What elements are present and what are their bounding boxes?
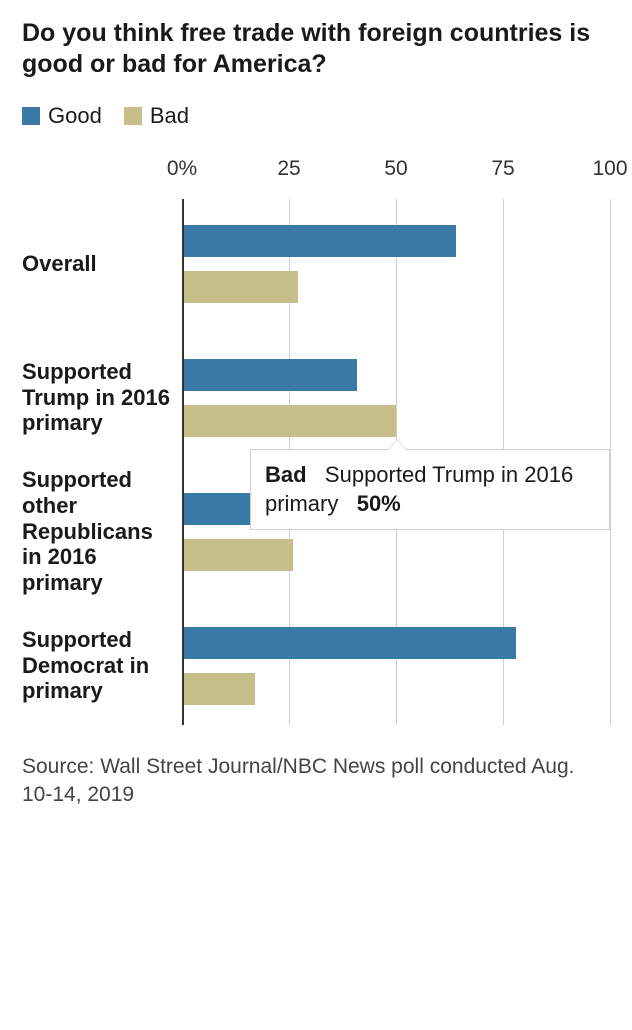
tooltip-group-label: Supported Trump in 2016 primary <box>265 462 573 517</box>
bar-good <box>182 627 516 659</box>
tooltip-pointer-icon <box>388 440 406 450</box>
legend-item-bad: Bad <box>124 103 189 129</box>
chart-title: Do you think free trade with foreign cou… <box>22 18 610 81</box>
legend-item-good: Good <box>22 103 102 129</box>
source-text: Source: Wall Street Journal/NBC News pol… <box>22 753 610 810</box>
x-tick-label: 100 <box>592 157 627 181</box>
group-label: Supported Trump in 2016 primary <box>22 359 182 437</box>
bar-good <box>182 225 456 257</box>
y-axis-line <box>182 199 184 725</box>
bar-bad <box>182 271 298 303</box>
bar-bad <box>182 673 255 705</box>
plot-area: Overall Supported Trump in 2016 primary Su… <box>22 157 610 725</box>
group-label: Supported other Republicans in 2016 prim… <box>22 493 182 571</box>
x-tick-label: 50 <box>384 157 407 181</box>
x-tick-label: 25 <box>277 157 300 181</box>
group-labels-column: Overall Supported Trump in 2016 primary Su… <box>22 157 182 725</box>
bar-good <box>182 359 357 391</box>
legend-label-bad: Bad <box>150 103 189 129</box>
legend: Good Bad <box>22 103 610 129</box>
tooltip-value: 50% <box>357 491 401 516</box>
legend-swatch-bad <box>124 107 142 125</box>
x-tick-label: 75 <box>491 157 514 181</box>
axis-spacer <box>22 157 182 199</box>
group-label: Overall <box>22 225 182 303</box>
chart-root: Do you think free trade with foreign cou… <box>0 0 632 1030</box>
x-tick-label: 0% <box>167 157 197 181</box>
bar-bad <box>182 539 293 571</box>
tooltip: Bad Supported Trump in 2016 primary 50% <box>250 449 610 530</box>
x-axis-ticklabels: 0%255075100 <box>182 157 610 199</box>
bar-group <box>182 627 610 705</box>
gridline <box>610 199 611 725</box>
legend-label-good: Good <box>48 103 102 129</box>
bar-group <box>182 359 610 437</box>
bar-group <box>182 225 610 303</box>
legend-swatch-good <box>22 107 40 125</box>
group-label: Supported Democrat in primary <box>22 627 182 705</box>
bar-bad <box>182 405 396 437</box>
tooltip-series-label: Bad <box>265 462 307 487</box>
